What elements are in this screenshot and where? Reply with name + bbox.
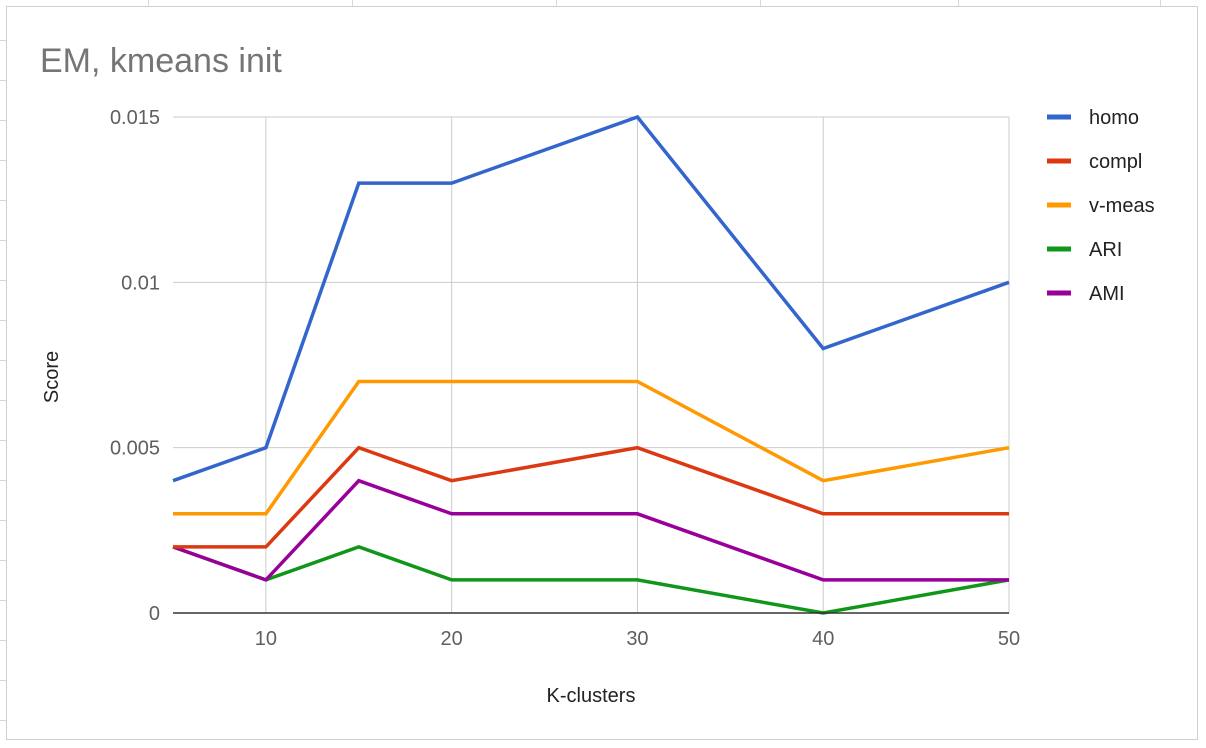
y-tick-label: 0 [149, 603, 160, 625]
x-tick-label: 50 [998, 628, 1020, 650]
series-line-homo [172, 114, 1010, 483]
axis-layer: 0 0.005 0.01 0.015 10 20 30 40 50 [110, 107, 1020, 650]
series-layer [172, 114, 1010, 615]
x-tick-label: 30 [626, 628, 648, 650]
legend-label-compl: compl [1089, 151, 1142, 173]
legend-label-v-meas: v-meas [1089, 195, 1155, 217]
y-tick-label: 0.015 [110, 107, 160, 129]
x-tick-label: 40 [812, 628, 834, 650]
x-tick-label: 20 [441, 628, 463, 650]
legend-label-homo: homo [1089, 107, 1139, 129]
legend: homo compl v-meas ARI AMI [1047, 107, 1155, 305]
grid-layer [173, 116, 1010, 613]
chart-title: EM, kmeans init [40, 42, 282, 80]
x-axis-label: K-clusters [547, 685, 636, 707]
y-axis-label: Score [41, 351, 63, 403]
series-line-v-meas [173, 379, 1010, 516]
y-tick-label: 0.01 [121, 272, 160, 294]
series-line-ami [172, 478, 1009, 582]
sheet-column-strip [0, 0, 1206, 6]
x-tick-label: 10 [255, 628, 277, 650]
y-tick-label: 0.005 [110, 438, 160, 460]
legend-label-ami: AMI [1089, 283, 1125, 305]
series-line-compl [173, 445, 1009, 549]
legend-label-ari: ARI [1089, 239, 1122, 261]
